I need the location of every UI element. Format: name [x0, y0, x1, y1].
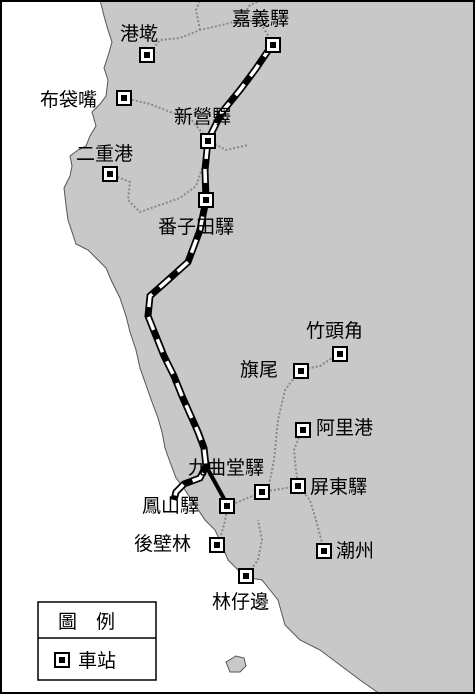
land-area — [63, 0, 475, 694]
branch-line-gangwang — [147, 18, 273, 56]
station-label-zhutoujiao: 竹頭角 — [306, 320, 363, 342]
station-icon-chiayi — [265, 37, 281, 53]
station-labels: 港墘 嘉義驛 布袋嘴 新營驛 二重港 番子田驛 竹頭角 旗尾 阿里港 九曲堂驛 … — [40, 8, 374, 613]
island — [225, 655, 247, 673]
branch-line-budai — [123, 97, 209, 141]
branch-line-qiwei-s — [267, 369, 301, 491]
station-icon-pingdong — [290, 478, 306, 494]
branch-line-erchong — [109, 159, 206, 214]
station-icon-chaozhou — [316, 543, 332, 559]
station-markers — [102, 37, 348, 584]
station-icon-fanzitian — [198, 192, 214, 208]
branch-line-xinying-e — [207, 139, 249, 152]
legend: 圖 例 車站 — [37, 601, 157, 681]
station-icon-houbilin — [209, 537, 225, 553]
station-icon-qiwei — [293, 363, 309, 379]
station-label-gangwang: 港墘 — [120, 23, 158, 45]
station-label-fengshan: 鳳山驛 — [142, 495, 199, 517]
station-label-linzibian: 林仔邊 — [212, 591, 269, 613]
station-label-chiayi: 嘉義驛 — [232, 8, 289, 30]
legend-item-label: 車站 — [78, 650, 116, 672]
station-icon-xinying — [200, 133, 216, 149]
station-icon-budai — [116, 90, 132, 106]
station-label-jiuqutang: 九曲堂驛 — [188, 457, 264, 479]
station-label-pingdong: 屏東驛 — [310, 476, 367, 498]
station-label-budai: 布袋嘴 — [40, 89, 97, 111]
station-label-fanzitian: 番子田驛 — [158, 216, 234, 238]
station-icon-gangwang — [139, 47, 155, 63]
station-label-erchonggang: 二重港 — [76, 143, 133, 165]
station-icon-linzibian — [238, 568, 254, 584]
station-icon-fengshan — [219, 498, 235, 514]
station-label-aligang: 阿里港 — [316, 417, 373, 439]
station-icon-jiuqutang — [254, 484, 270, 500]
branch-line-north — [194, 0, 201, 31]
station-label-houbilin: 後壁林 — [134, 533, 191, 555]
station-icon-erchonggang — [102, 166, 118, 182]
branch-line-qiwei — [299, 353, 339, 371]
station-label-chaozhou: 潮州 — [336, 540, 374, 562]
station-label-qiwei: 旗尾 — [240, 359, 278, 381]
branch-line-pingdong — [261, 484, 325, 551]
legend-title: 圖 例 — [58, 611, 115, 633]
station-icon-aligang — [295, 422, 311, 438]
station-label-xinying: 新營驛 — [174, 106, 231, 128]
station-icon — [54, 652, 70, 668]
station-icon-zhutoujiao — [332, 346, 348, 362]
